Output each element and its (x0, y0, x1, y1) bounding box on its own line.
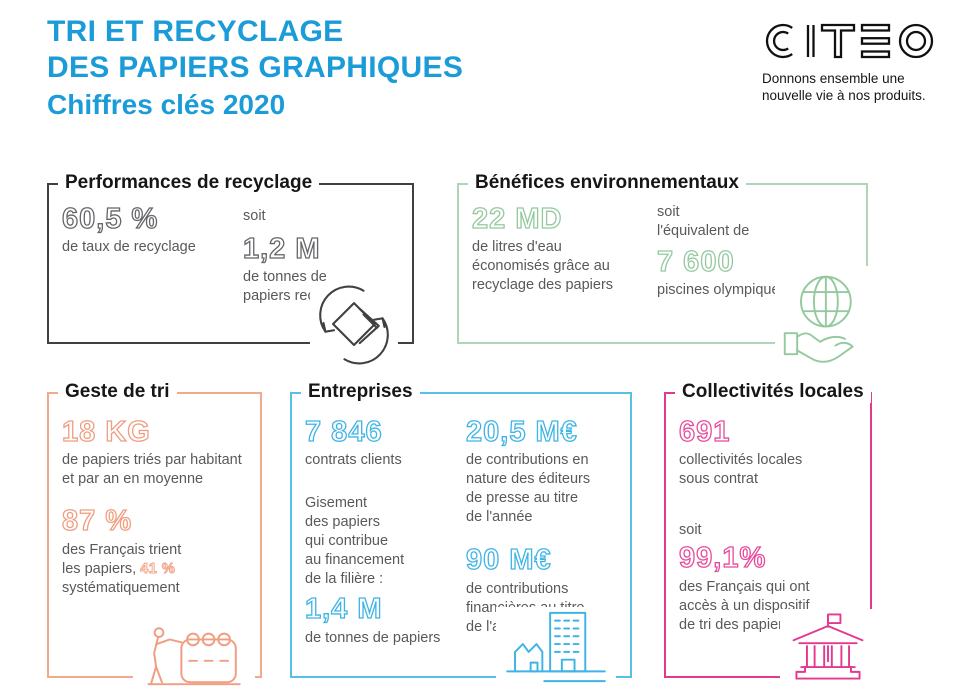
person-recycling-bin-icon (133, 620, 255, 690)
geste-col: 18 KG de papiers triés par habitant et p… (61, 415, 242, 598)
recycling-rate-label: de taux de recyclage (62, 239, 196, 256)
water-saved-value: 22 MD (471, 202, 563, 235)
tagline-line-1: Donnons ensemble une (762, 71, 905, 86)
recycled-tonnes-value: 1,2 M (242, 232, 321, 265)
entreprises-col-1: 7 846 contrats clients Gisement des papi… (304, 415, 441, 648)
recycling-rate-value: 60,5 % (61, 202, 159, 235)
kg-sorted-label: de papiers triés par habitant et par an … (62, 452, 242, 488)
box-performances-title: Performances de recyclage (58, 172, 320, 194)
box-environnement: Bénéfices environnementaux 22 MD de litr… (457, 172, 871, 364)
percent-sorting-label: des Français trient les papiers, 41 % sy… (62, 541, 242, 598)
paper-tonnes-value: 1,4 M (304, 593, 383, 626)
box-environnement-title: Bénéfices environnementaux (468, 172, 746, 194)
box-entreprises-title: Entreprises (301, 381, 420, 403)
box-performances: Performances de recyclage 60,5 % de taux… (47, 172, 414, 366)
pools-value: 7 600 (656, 245, 735, 278)
tagline-line-2: nouvelle vie à nos produits. (762, 88, 926, 103)
box-geste-de-tri: Geste de tri 18 KG de papiers triés par … (47, 381, 262, 690)
soit-label: soit (243, 208, 266, 224)
citeo-logo: Donnons ensemble une nouvelle vie à nos … (762, 20, 942, 104)
performances-col-1: 60,5 % de taux de recyclage (61, 202, 196, 257)
client-contracts-label: contrats clients (305, 452, 402, 469)
citeo-logo-icon (765, 23, 934, 59)
local-authorities-value: 691 (678, 415, 731, 448)
paper-tonnes-label: de tonnes de papiers (305, 629, 441, 646)
pools-label: piscines olympiques (657, 282, 787, 299)
title-line-1: TRI ET RECYCLAGE (47, 15, 344, 48)
globe-hand-icon (775, 266, 871, 364)
factory-building-icon (496, 607, 616, 687)
town-hall-icon (780, 609, 876, 685)
in-kind-contributions-label: de contributions en nature des éditeurs … (466, 452, 591, 526)
access-percent-label: des Français qui ont accès à un disposit… (679, 578, 810, 633)
entreprises-col-2: 20,5 M€ de contributions en nature des é… (465, 415, 591, 637)
environnement-col-1: 22 MD de litres d'eau économisés grâce a… (471, 202, 614, 295)
soit-equivalent-label: soit l'équivalent de (657, 204, 750, 239)
title-line-2: DES PAPIERS GRAPHIQUES (47, 51, 464, 84)
access-percent-value: 99,1% (678, 542, 767, 575)
page-title: TRI ET RECYCLAGE DES PAPIERS GRAPHIQUES … (47, 14, 463, 122)
percent-sorting-label-pre: des Français trient les papiers, (62, 541, 182, 577)
financial-contributions-value: 90 M€ (465, 544, 552, 577)
in-kind-contributions-value: 20,5 M€ (465, 415, 578, 448)
local-authorities-label: collectivités locales sous contrat (679, 452, 803, 488)
percent-sorting-value: 87 % (61, 505, 133, 538)
box-entreprises: Entreprises 7 846 contrats clients Gisem… (290, 381, 632, 687)
gisement-label: Gisement des papiers qui contribue au fi… (305, 495, 405, 588)
box-collectivites: Collectivités locales 691 collectivités … (664, 381, 876, 685)
client-contracts-value: 7 846 (304, 415, 383, 448)
recycle-arrows-icon (310, 284, 398, 366)
soit-label: soit (679, 522, 702, 539)
page-subtitle: Chiffres clés 2020 (47, 89, 286, 120)
collectivites-col: 691 collectivités locales sous contrat s… (678, 415, 810, 635)
box-geste-title: Geste de tri (58, 381, 177, 403)
box-collectivites-title: Collectivités locales (675, 381, 871, 403)
water-saved-label: de litres d'eau économisés grâce au recy… (472, 239, 614, 294)
percent-systematic-value: 41 % (140, 560, 176, 577)
kg-sorted-value: 18 KG (61, 415, 151, 448)
logo-tagline: Donnons ensemble une nouvelle vie à nos … (762, 70, 942, 104)
percent-sorting-label-post: systématiquement (62, 579, 180, 596)
environnement-col-2: soit l'équivalent de 7 600 piscines olym… (656, 203, 787, 300)
